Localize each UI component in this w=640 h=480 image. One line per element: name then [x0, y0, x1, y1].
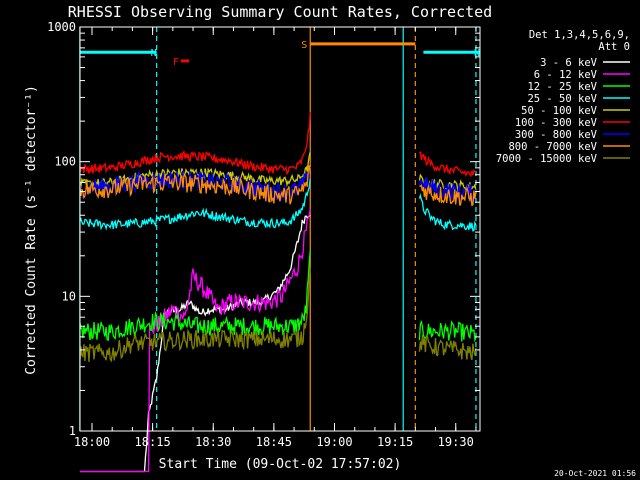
legend-label-7: 800 - 7000 keV [508, 141, 597, 153]
flag-label-2: S [301, 40, 307, 51]
legend-label-6: 300 - 800 keV [515, 129, 598, 141]
series-line-5-1 [419, 151, 477, 178]
plot-frame [79, 26, 481, 432]
chart-title: RHESSI Observing Summary Count Rates, Co… [68, 3, 492, 21]
y-tick-label-1: 10 [62, 289, 76, 303]
flag-label-3: N [474, 48, 480, 59]
legend-label-4: 50 - 100 keV [521, 105, 598, 117]
series-line-7-1 [419, 184, 477, 207]
x-tick-label-1: 18:15 [135, 435, 171, 449]
flag-label-0: N [151, 48, 157, 59]
x-tick-label-6: 19:30 [438, 435, 474, 449]
legend-header-0: Det 1,3,4,5,6,9, [529, 29, 630, 41]
legend-header-1: Att 0 [598, 41, 630, 53]
y-tick-label-2: 100 [54, 155, 76, 169]
x-tick-label-2: 18:30 [195, 435, 231, 449]
x-tick-label-4: 19:00 [316, 435, 352, 449]
series-line-1-0 [79, 208, 311, 473]
y-tick-label-3: 1000 [47, 20, 76, 34]
series-line-2-1 [418, 319, 477, 343]
series-line-5-0 [79, 112, 311, 176]
series-line-8-1 [418, 334, 477, 360]
flag-bars: N F S N [79, 40, 480, 68]
x-tick-label-3: 18:45 [256, 435, 292, 449]
plot-axes: 1 10 100 1000 18:00 18:15 18:30 18:45 19:00 19:15… [47, 20, 481, 449]
series-line-2-0 [79, 251, 311, 342]
legend-label-1: 6 - 12 keV [534, 69, 598, 81]
series-line-3-0 [79, 178, 311, 231]
x-tick-label-5: 19:15 [377, 435, 413, 449]
y-axis-label: Corrected Count Rate (s⁻¹ detector⁻¹) [24, 85, 39, 375]
legend-label-3: 25 - 50 keV [527, 93, 597, 105]
legend-label-2: 12 - 25 keV [527, 81, 597, 93]
generation-timestamp: 20-Oct-2021 01:56 [554, 469, 636, 478]
x-axis-label: Start Time (09-Oct-02 17:57:02) [159, 457, 402, 472]
legend-label-8: 7000 - 15000 keV [496, 153, 598, 165]
y-tick-label-0: 1 [69, 424, 76, 438]
x-tick-label-0: 18:00 [74, 435, 110, 449]
series-line-7-0 [79, 165, 311, 205]
series-line-3-1 [418, 193, 477, 232]
legend-label-5: 100 - 300 keV [515, 117, 598, 129]
flag-label-1: F [173, 57, 179, 68]
legend-label-0: 3 - 6 keV [540, 57, 598, 69]
data-series [79, 112, 477, 473]
series-line-8-0 [79, 267, 311, 363]
